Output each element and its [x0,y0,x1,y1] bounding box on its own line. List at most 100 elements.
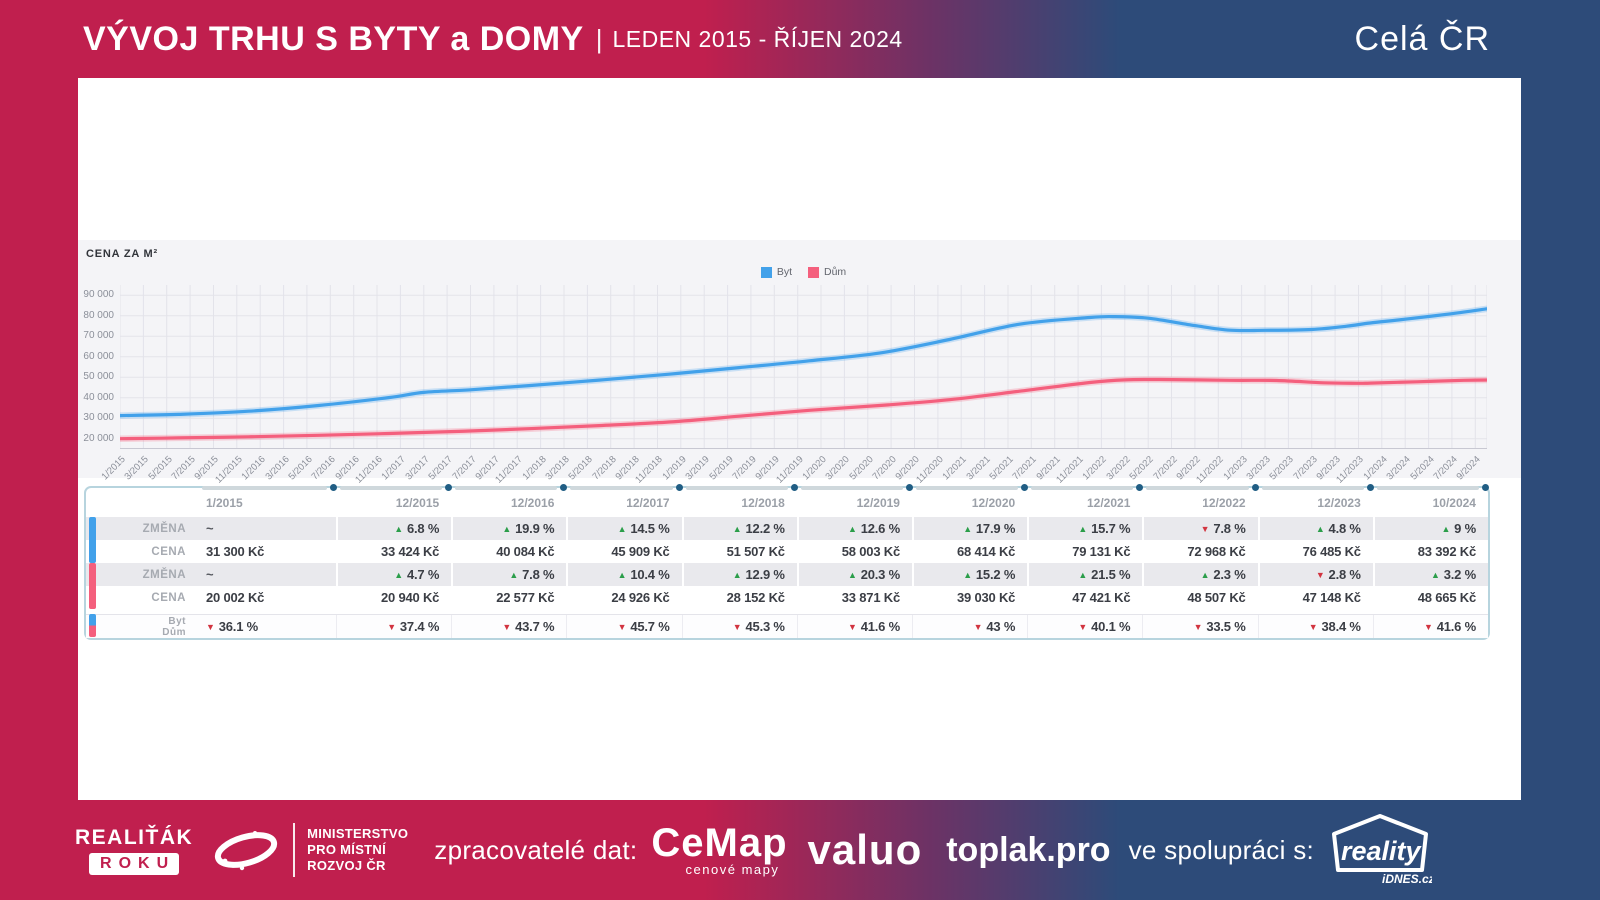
table-cell: 39 030 Kč [956,590,1016,605]
roku-badge: ROKU [89,852,180,875]
table-cell: 68 414 Kč [956,544,1016,559]
row-label: CENA [151,591,186,604]
page-header: VÝVOJ TRHU S BYTY a DOMY | LEDEN 2015 - … [0,0,1600,78]
table-cell: 31 300 Kč [206,544,265,559]
table-cell: 51 507 Kč [726,544,785,559]
y-tick-label: 60 000 [83,350,114,362]
table-cell: 47 421 Kč [1072,590,1131,605]
table-cell: 40 084 Kč [496,544,555,559]
chart-canvas [116,285,1491,449]
table-cell: ▼ 33.5 % [1142,615,1257,638]
table-row-ratio: Byt Dům ▼ 36.1 % ▼ 37.4 % ▼ 43.7 % ▼ 45.7 % ▼ 45.3 … [86,614,1488,638]
table-cell: 48 665 Kč [1417,590,1476,605]
table-column-header: 12/2021 [1027,484,1144,517]
series-color-bar-dum [89,563,96,609]
table-cell: ▲ 15.7 % [1027,517,1142,540]
table-cell: ▲ 20.3 % [796,563,912,586]
table-row-price-dum: CENA 20 002 Kč 20 940 Kč 22 577 Kč 24 926 Kč… [86,586,1488,609]
cooperation-label: ve spolupráci s: [1128,834,1315,865]
table-cell: ▼ 45.7 % [566,615,681,638]
table-column-header: 12/2017 [566,484,683,517]
table-cell: 28 152 Kč [726,590,785,605]
table-cell: 83 392 Kč [1417,544,1476,559]
table-row-price-byt: CENA 31 300 Kč 33 424 Kč 40 084 Kč 45 909 Kč… [86,540,1488,563]
toplak-logo: toplak.pro [946,830,1111,869]
table-cell: 22 577 Kč [496,590,555,605]
cemap-logo: CeMap cenové mapy [651,823,787,877]
table-cell: ▼ 43.7 % [451,615,566,638]
y-tick-label: 90 000 [83,289,114,301]
table-cell: ▲ 10.4 % [566,563,681,586]
table-cell: 20 002 Kč [206,590,265,605]
legend-label-dum: Dům [824,266,847,278]
reality-idnes-logo: reality iDNES.cz [1328,812,1432,888]
cemap-subtitle: cenové mapy [685,861,780,877]
chart-legend: Byt Dům [120,266,1487,278]
table-column-header: 12/2020 [912,484,1029,517]
table-cell: ▼ 41.6 % [1372,615,1488,638]
idnes-text: iDNES.cz [1382,872,1432,886]
row-label: Byt Dům [162,615,186,638]
legend-swatch-byt [760,266,772,278]
table-row-change-byt: ZMĚNA ~ ▲ 6.8 % ▲ 19.9 % ▲ 14.5 % ▲ 12.2 % ▲ 12.6 %… [86,517,1488,540]
ministry-line3: ROZVOJ ČR [307,858,386,873]
table-cell: ▲ 4.7 % [336,563,451,586]
chart-axis-title: CENA ZA M² [86,248,158,260]
table-cell: ▼ 45.3 % [681,615,797,638]
summary-table: 1/2015 12/2015 12/2016 12/2017 12/2018 12/201… [84,484,1490,640]
table-cell: ▲ 15.2 % [911,563,1027,586]
table-cell: 47 148 Kč [1302,590,1361,605]
table-cell: ▲ 6.8 % [336,517,451,540]
row-label: ZMĚNA [142,522,186,535]
y-tick-label: 70 000 [83,330,114,342]
table-cell: ▼ 43 % [911,615,1027,638]
table-cell: ▲ 19.9 % [451,517,566,540]
table-cell: 76 485 Kč [1302,544,1361,559]
price-chart: CENA ZA M² Byt Dům 90 000 80 000 70 0 [78,240,1521,486]
table-column-header: 12/2015 [336,484,453,517]
table-column-header: 12/2022 [1142,484,1259,517]
table-cell: ▼ 36.1 % [206,619,258,634]
table-column-header: 12/2016 [451,484,568,517]
title-separator: | [595,23,603,54]
table-cell: ▲ 12.6 % [796,517,912,540]
table-cell: ▼ 2.8 % [1257,563,1373,586]
row-label: CENA [151,545,186,558]
legend-item-byt[interactable]: Byt [760,266,792,278]
table-cell: ~ [206,567,214,582]
table-cell: ▼ 37.4 % [336,615,451,638]
ministry-name: MINISTERSTVO PRO MÍSTNÍ ROZVOJ ČR [307,826,408,874]
page-footer: REALIŤÁK ROKU MINISTERSTVO PRO MÍSTNÍ RO… [0,800,1600,900]
legend-item-dum[interactable]: Dům [808,266,846,278]
table-cell: 79 131 Kč [1072,544,1131,559]
data-processors-label: zpracovatelé dat: [434,834,638,865]
table-cell: 20 940 Kč [380,590,440,605]
table-cell: ▲ 7.8 % [451,563,566,586]
table-column-header: 12/2023 [1258,484,1375,517]
table-cell: ▼ 40.1 % [1027,615,1142,638]
y-tick-label: 30 000 [83,412,114,424]
y-tick-label: 80 000 [83,309,114,321]
y-tick-label: 50 000 [83,371,114,383]
table-cell: ▼ 41.6 % [796,615,912,638]
content-panel: CENA ZA M² Byt Dům 90 000 80 000 70 0 [78,78,1521,800]
y-tick-label: 20 000 [83,432,114,444]
page-title: VÝVOJ TRHU S BYTY a DOMY [83,19,584,58]
table-cell: ▼ 38.4 % [1257,615,1373,638]
ministry-line2: PRO MÍSTNÍ [307,842,387,857]
valuo-logo: valuo [807,826,923,873]
realtak-text: REALIŤÁK [75,825,194,849]
table-cell: ▲ 9 % [1372,517,1488,540]
table-cell: ▲ 12.2 % [681,517,797,540]
table-cell: ▲ 2.3 % [1142,563,1257,586]
table-cell: 33 871 Kč [841,590,900,605]
table-cell: 72 968 Kč [1187,544,1246,559]
reality-text: reality [1341,836,1423,866]
table-cell: ▲ 17.9 % [911,517,1027,540]
ministry-line1: MINISTERSTVO [307,826,409,841]
legend-label-byt: Byt [776,266,792,278]
table-header-row: 1/2015 12/2015 12/2016 12/2017 12/2018 12/201… [86,484,1490,517]
legend-swatch-dum [808,266,819,278]
table-cell: 58 003 Kč [841,544,900,559]
